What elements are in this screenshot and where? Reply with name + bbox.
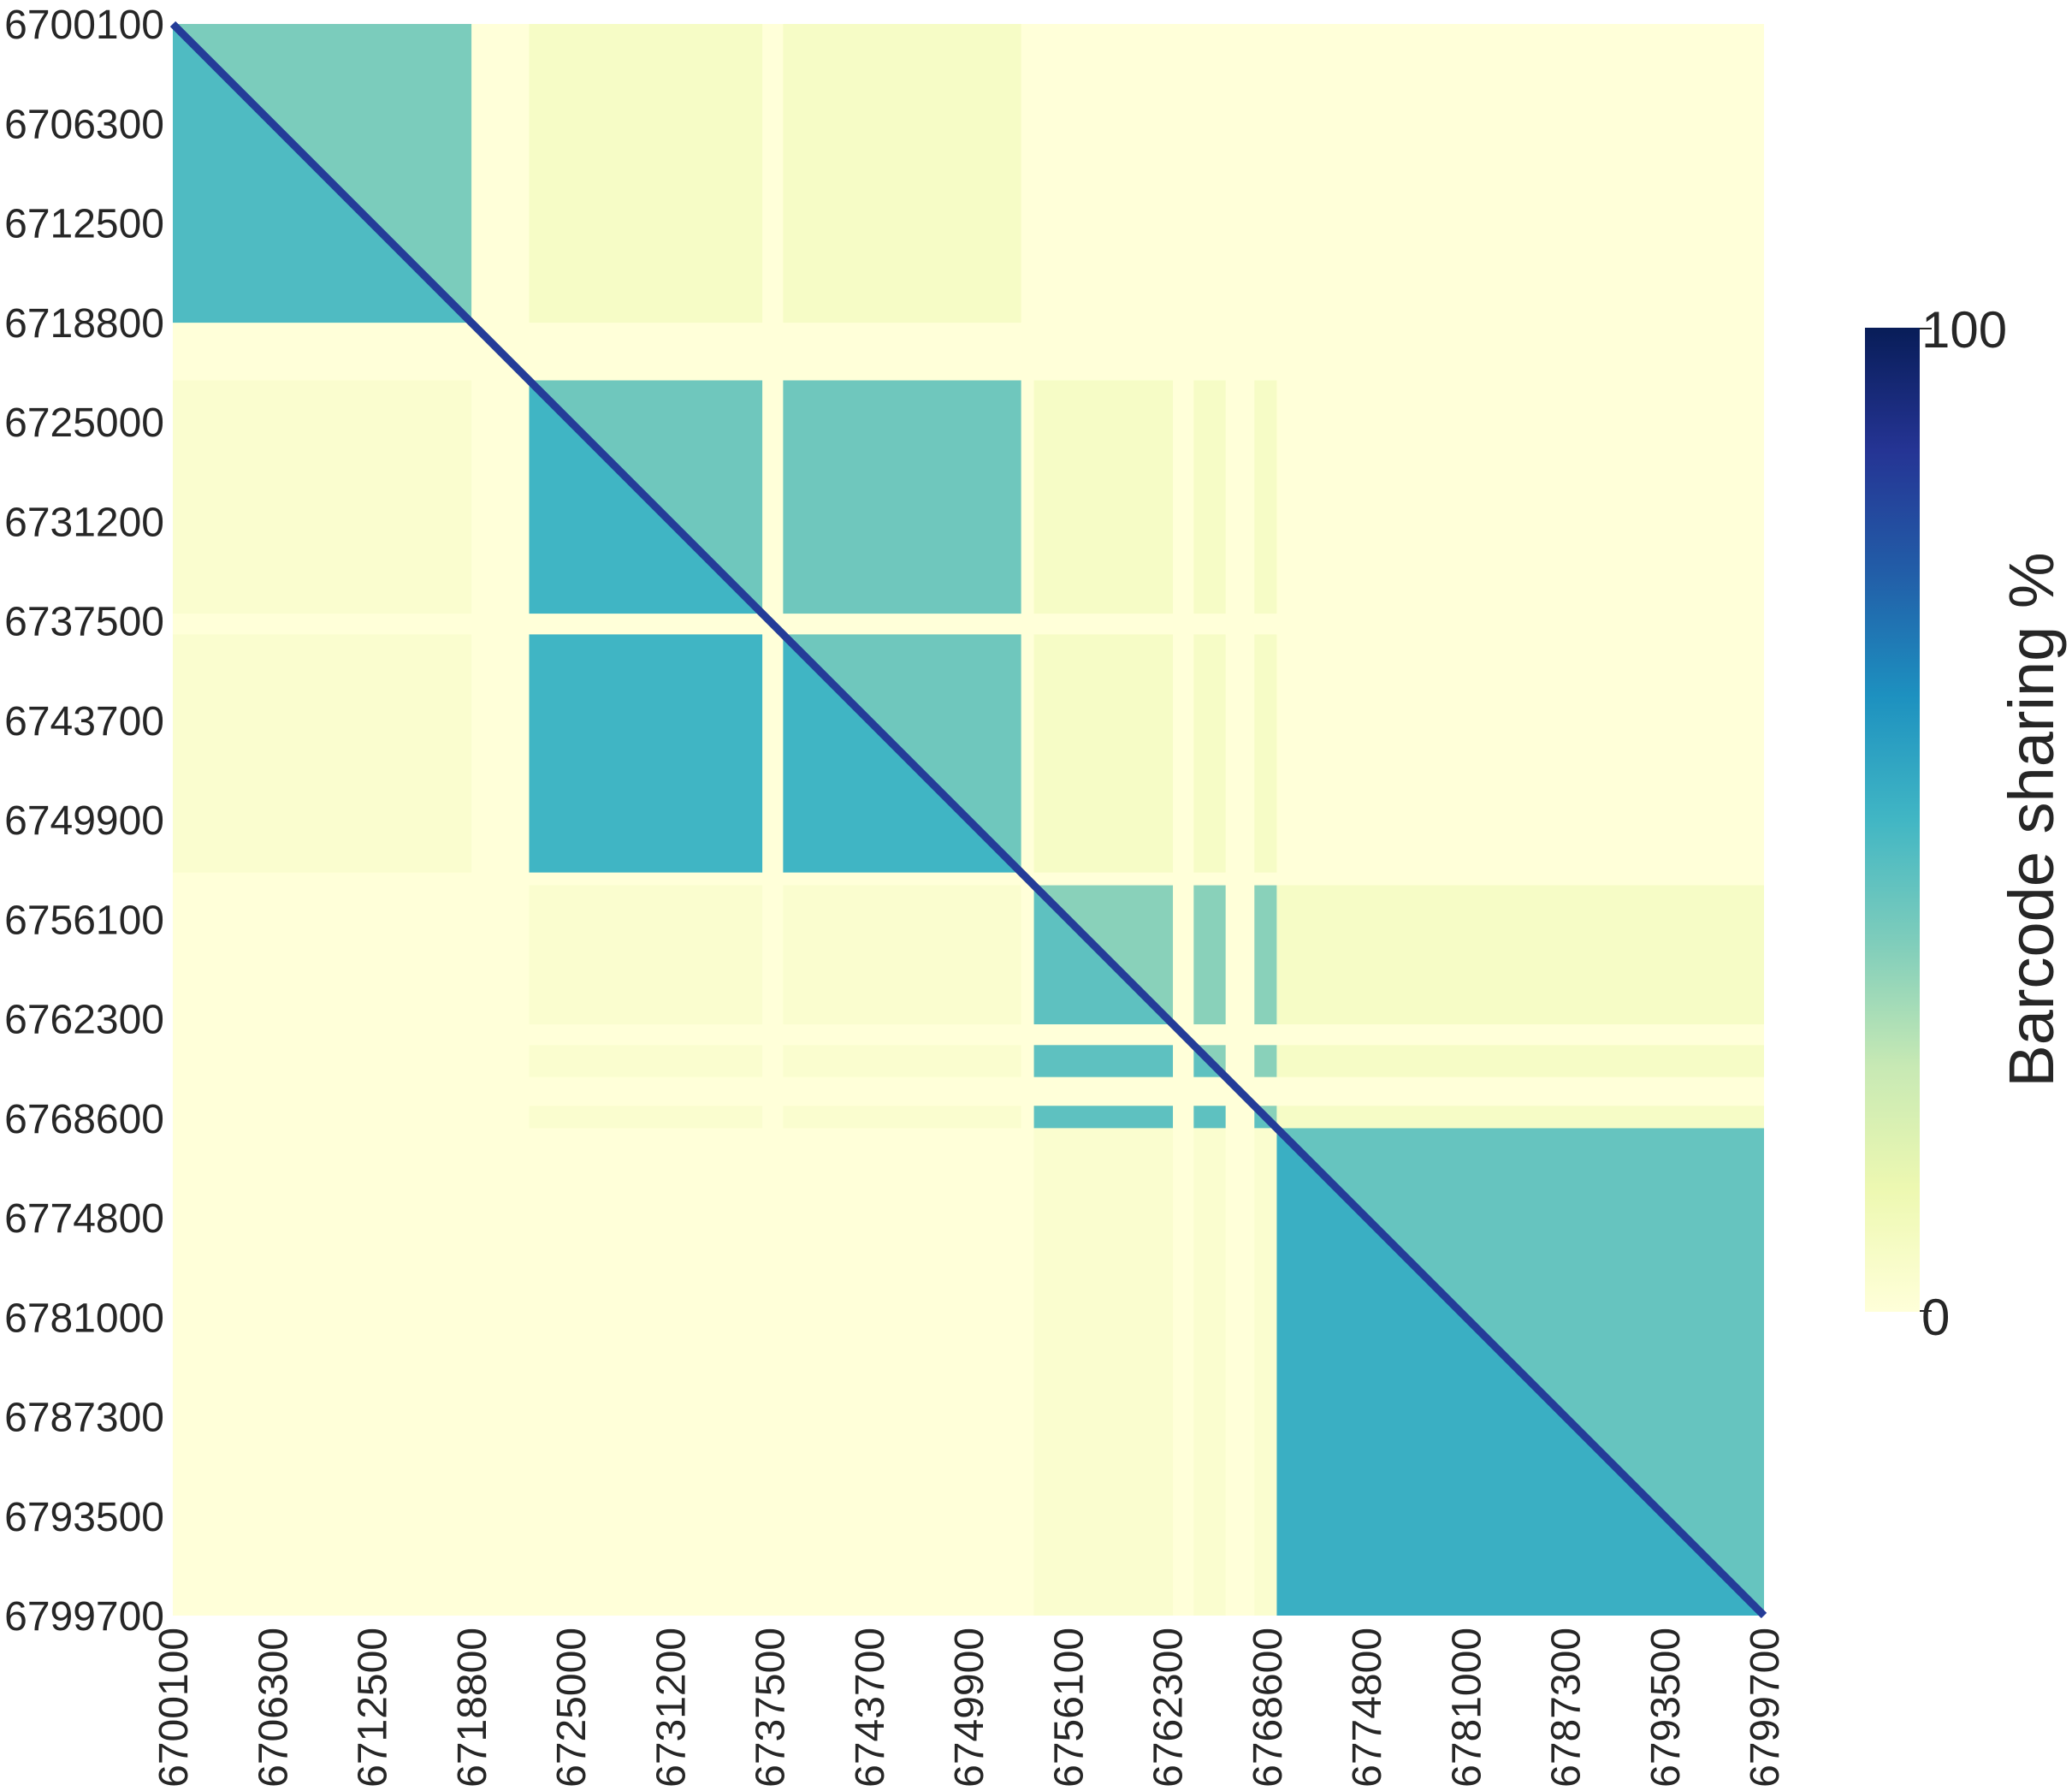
- y-tick-label: 6749900: [4, 798, 164, 844]
- y-tick-label: 6787300: [4, 1396, 164, 1441]
- x-tick-label: 6718800: [450, 1628, 495, 1788]
- x-tick-label: 6706300: [251, 1628, 296, 1788]
- x-tick-label: 6700100: [151, 1628, 197, 1788]
- y-tick-label: 6700100: [4, 3, 164, 48]
- y-tick-label: 6793500: [4, 1495, 164, 1540]
- y-tick-label: 6731200: [4, 500, 164, 545]
- gap-column: [1021, 24, 1034, 1616]
- y-tick-label: 6725000: [4, 400, 164, 446]
- y-tick-label: 6737500: [4, 600, 164, 645]
- x-tick-label: 6749900: [947, 1628, 992, 1788]
- y-tick-label: 6774800: [4, 1196, 164, 1242]
- colorbar-gradient: [1865, 328, 1920, 1312]
- gap-column: [471, 24, 530, 1616]
- x-tick-label: 6756100: [1046, 1628, 1092, 1788]
- x-tick-label: 6712500: [351, 1628, 396, 1788]
- y-tick-label: 6706300: [4, 102, 164, 147]
- low-coverage-gaps: [173, 24, 1764, 1616]
- gap-row: [173, 872, 1764, 886]
- x-tick-label: 6768600: [1246, 1628, 1291, 1788]
- gap-row: [173, 323, 1764, 381]
- y-tick-label: 6712500: [4, 202, 164, 247]
- colorbar-tick-min: 0: [1921, 1289, 1950, 1346]
- y-tick-label: 6743700: [4, 699, 164, 744]
- gap-column: [1173, 24, 1194, 1616]
- x-tick-label: 6737500: [749, 1628, 794, 1788]
- colorbar: 100 0 Barcode sharing %: [1865, 301, 2067, 1346]
- y-axis-tick-labels: 6700100 6706300 6712500 6718800 6725000 67312…: [4, 3, 164, 1640]
- gap-row: [173, 1076, 1764, 1106]
- y-tick-label: 6756100: [4, 898, 164, 943]
- gap-column: [1225, 24, 1255, 1616]
- x-tick-label: 6774800: [1345, 1628, 1390, 1788]
- colorbar-tick-max: 100: [1921, 301, 2007, 359]
- gap-column: [762, 24, 784, 1616]
- x-tick-label: 6743700: [848, 1628, 893, 1788]
- x-tick-label: 6762300: [1146, 1628, 1192, 1788]
- y-tick-label: 6718800: [4, 301, 164, 347]
- y-tick-label: 6781000: [4, 1296, 164, 1341]
- y-tick-label: 6762300: [4, 998, 164, 1043]
- heatmap-diagonal: [169, 21, 1767, 1619]
- x-tick-label: 6731200: [648, 1628, 694, 1788]
- x-tick-label: 6787300: [1544, 1628, 1590, 1788]
- heatmap-plot-area: [169, 21, 1767, 1619]
- y-tick-label: 6768600: [4, 1097, 164, 1142]
- x-tick-label: 6793500: [1643, 1628, 1689, 1788]
- y-tick-label: 6799700: [4, 1594, 164, 1640]
- gap-row: [173, 1024, 1764, 1046]
- x-tick-label: 6799700: [1743, 1628, 1788, 1788]
- x-tick-label: 6725000: [549, 1628, 595, 1788]
- colorbar-label: Barcode sharing %: [1996, 552, 2067, 1087]
- x-axis-tick-labels: 6700100 6706300 6712500 6718800 6725000 67312…: [151, 1628, 1788, 1788]
- x-tick-label: 6781000: [1444, 1628, 1489, 1788]
- gap-row: [173, 614, 1764, 635]
